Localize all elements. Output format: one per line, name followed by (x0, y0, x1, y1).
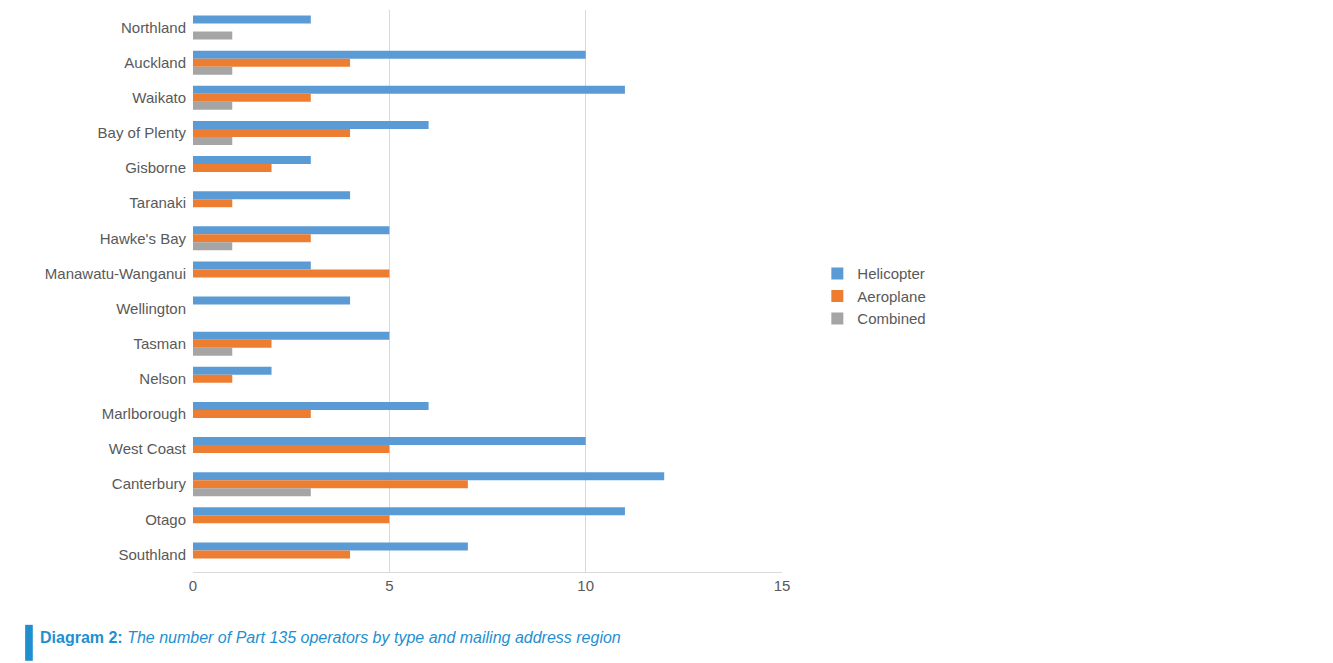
svg-text:Wellington: Wellington (116, 300, 186, 317)
svg-text:Taranaki: Taranaki (129, 194, 186, 211)
svg-text:Helicopter: Helicopter (857, 265, 925, 282)
svg-text:Gisborne: Gisborne (125, 159, 186, 176)
svg-text:West Coast: West Coast (109, 440, 187, 457)
svg-text:Bay of Plenty: Bay of Plenty (98, 124, 187, 141)
svg-text:Southland: Southland (118, 546, 186, 563)
svg-text:10: 10 (577, 577, 594, 594)
svg-text:0: 0 (189, 577, 197, 594)
svg-text:Hawke's Bay: Hawke's Bay (100, 230, 187, 247)
svg-text:Manawatu-Wanganui: Manawatu-Wanganui (45, 265, 186, 282)
svg-text:Marlborough: Marlborough (102, 405, 186, 422)
svg-text:Combined: Combined (857, 310, 925, 327)
svg-text:Auckland: Auckland (124, 54, 186, 71)
svg-text:Diagram 2: The number of Part: Diagram 2: The number of Part 135 operat… (40, 629, 621, 646)
svg-text:15: 15 (774, 577, 791, 594)
svg-text:Nelson: Nelson (139, 370, 186, 387)
svg-text:Tasman: Tasman (133, 335, 186, 352)
svg-text:5: 5 (385, 577, 393, 594)
svg-text:Canterbury: Canterbury (112, 475, 187, 492)
svg-text:Otago: Otago (145, 511, 186, 528)
svg-text:Waikato: Waikato (132, 89, 186, 106)
svg-text:Northland: Northland (121, 19, 186, 36)
svg-text:Aeroplane: Aeroplane (857, 288, 925, 305)
